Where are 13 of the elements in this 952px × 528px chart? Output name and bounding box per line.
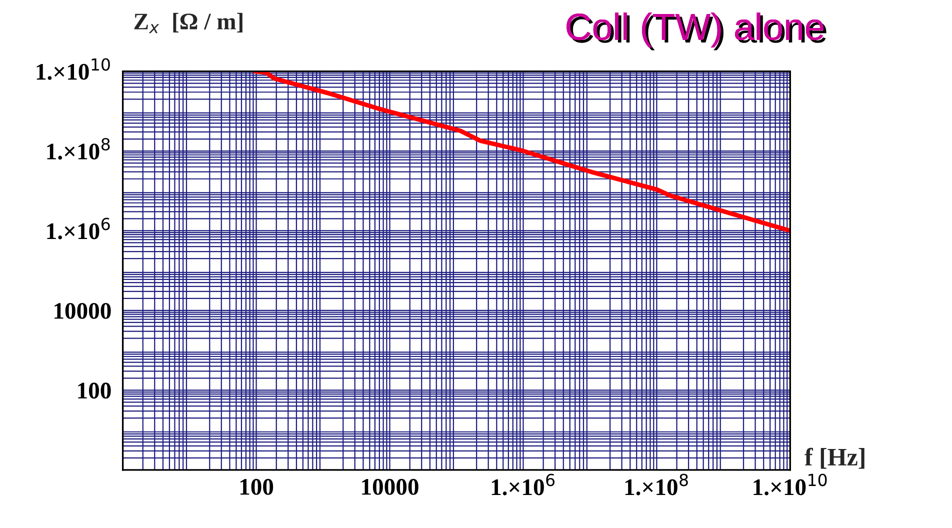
y-axis-title: Z$_{x}$ [Ω / m] (134, 12, 242, 34)
x-tick-label: 1.×10$^{6}$ (492, 474, 555, 496)
x-tick-label: 10000 (362, 478, 418, 495)
y-tick-label: 1.×10$^{8}$ (47, 138, 110, 160)
x-tick-label: 100 (240, 478, 274, 495)
y-tick-label: 1.×10$^{10}$ (36, 58, 110, 80)
x-tick-label: 1.×10$^{8}$ (625, 474, 688, 496)
x-tick-label: 1.×10$^{10}$ (754, 474, 827, 496)
y-tick-label: 100 (78, 382, 111, 399)
x-axis-title: f [Hz] (804, 448, 864, 469)
y-tick-label: 1.×10$^{6}$ (47, 218, 110, 240)
chart-title: Coll (TW) alone (566, 12, 826, 50)
y-tick-label: 10000 (54, 302, 111, 319)
